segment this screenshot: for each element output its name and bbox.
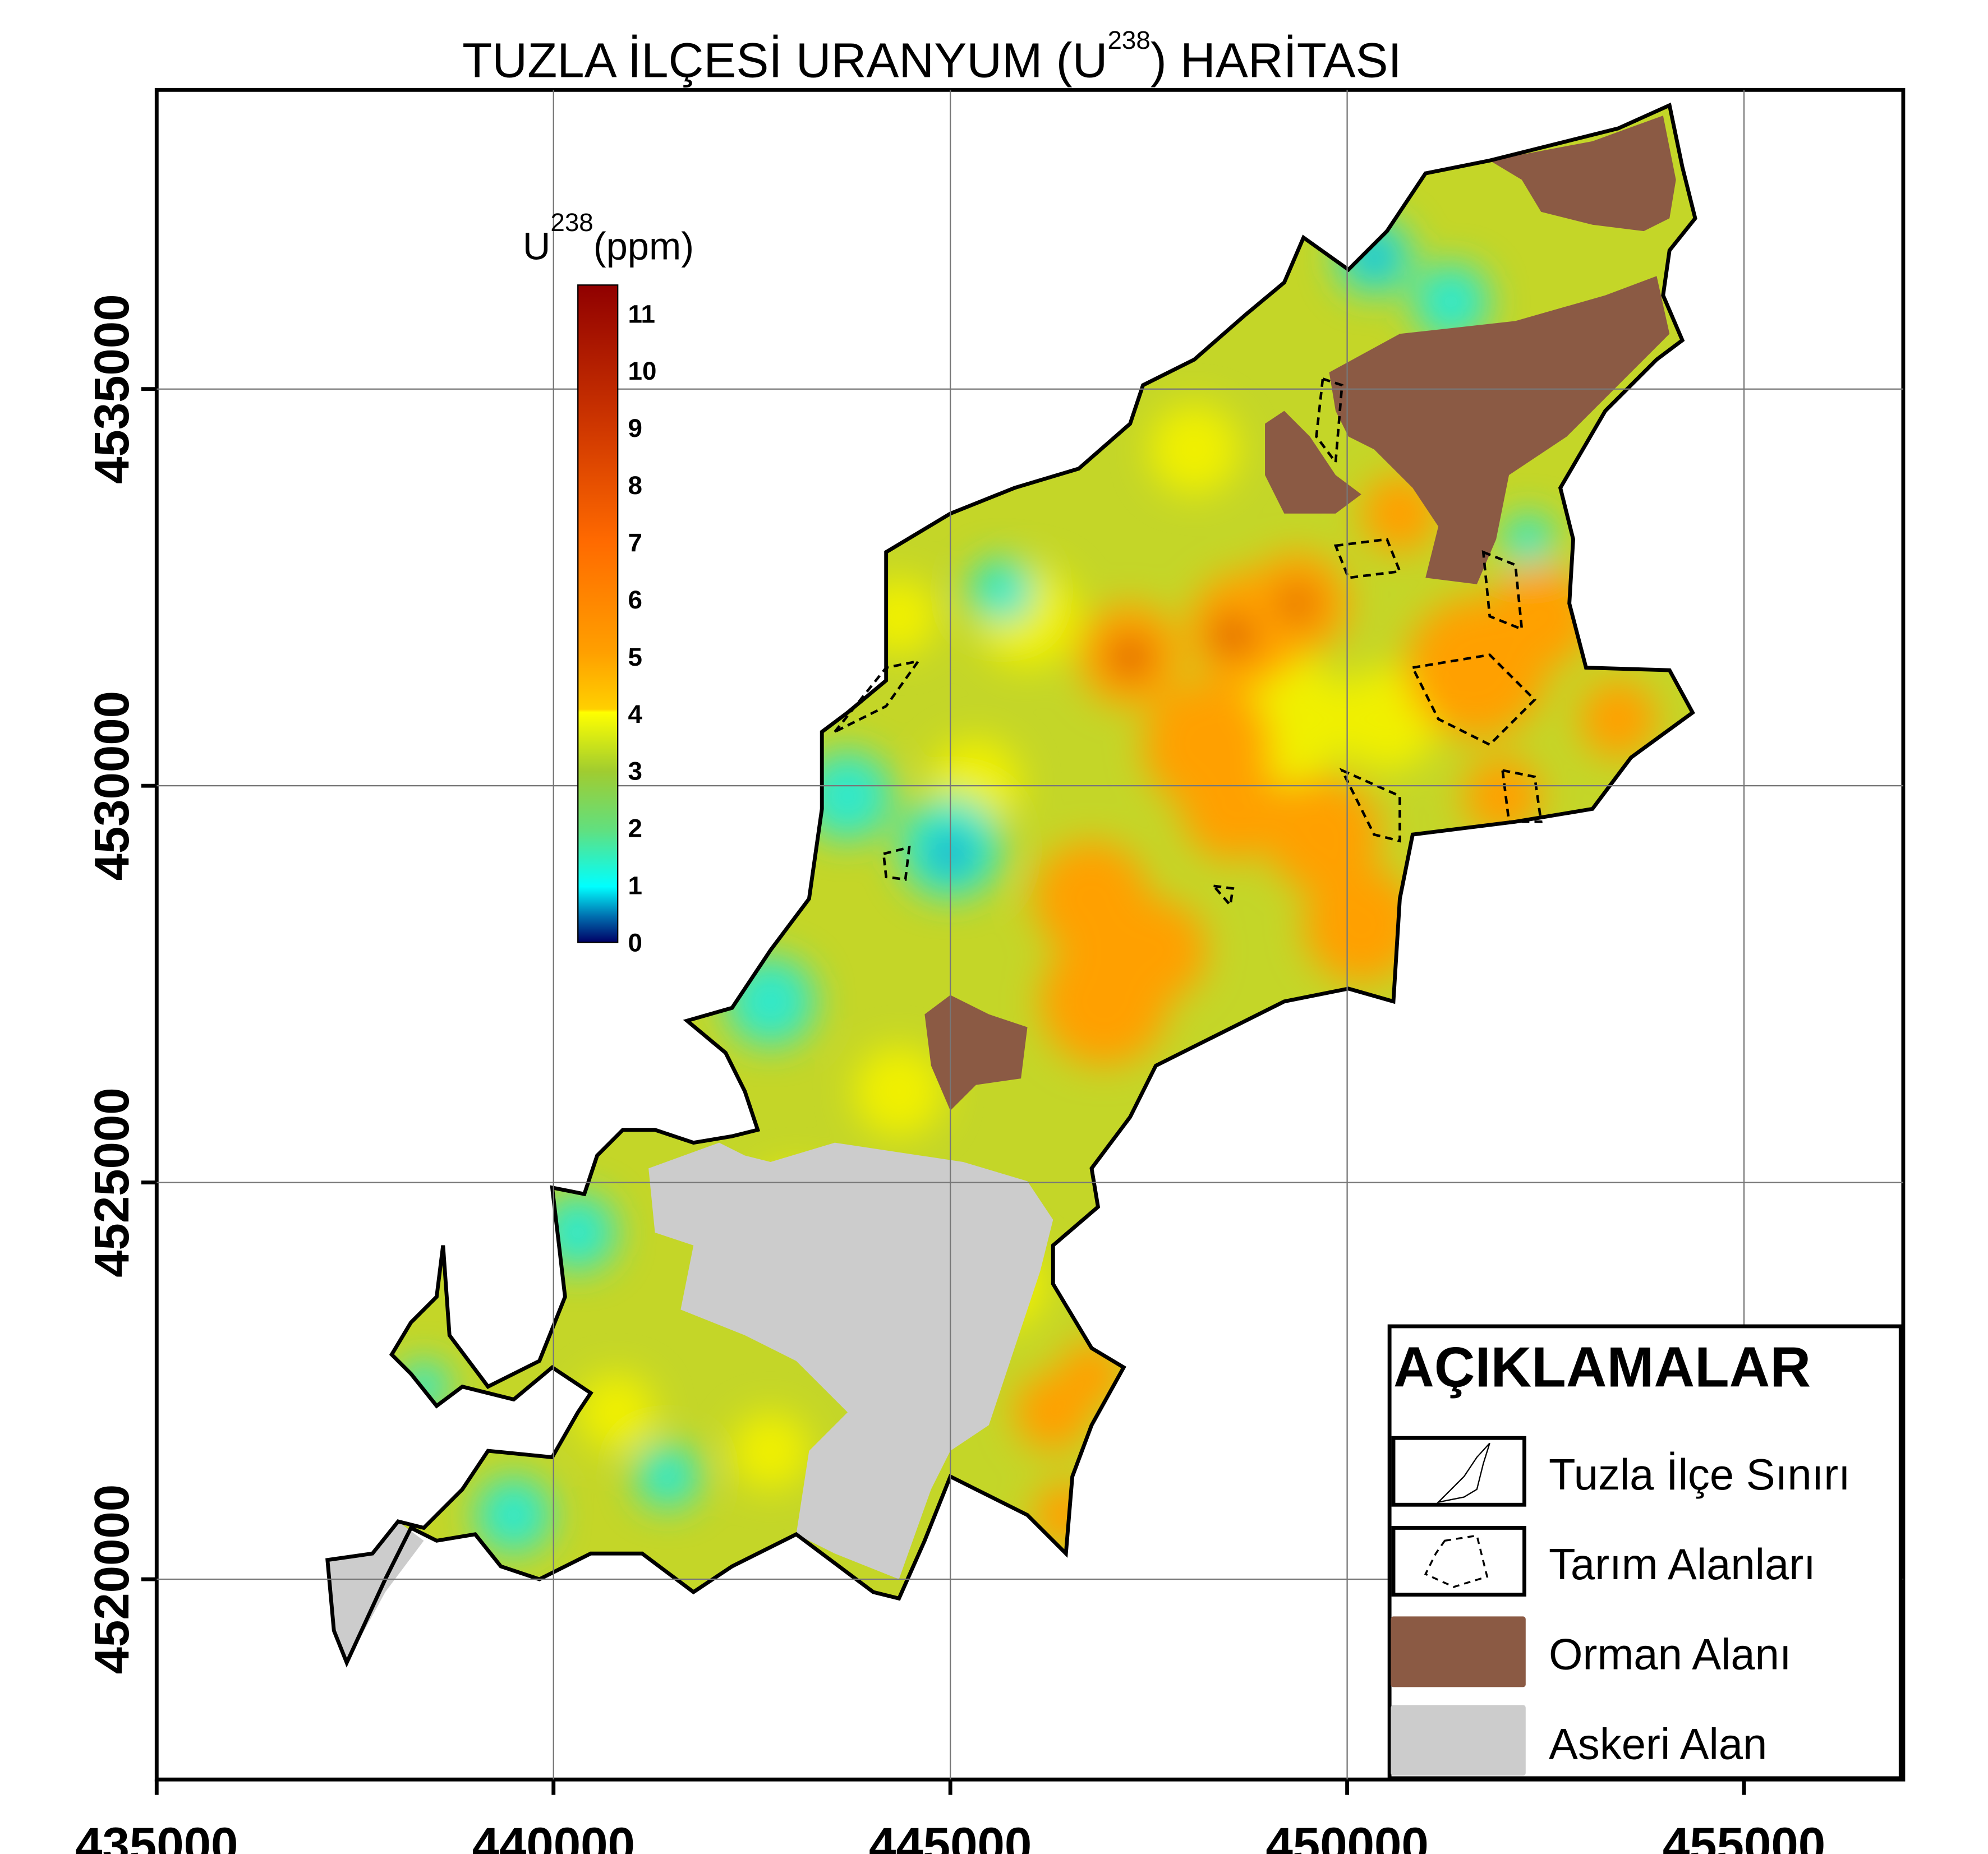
agricultural-area: [882, 846, 911, 881]
concentration-blob: [636, 1444, 700, 1509]
svg-text:Tuzla İlçe Sınırı: Tuzla İlçe Sınırı: [1549, 1451, 1851, 1499]
svg-text:TUZLA İLÇESİ URANYUM (U238) HA: TUZLA İLÇESİ URANYUM (U238) HARİTASI: [462, 26, 1402, 87]
colorbar: U238(ppm) 0 1 2 3 4 5 6 7 8 9 10 11: [523, 208, 694, 957]
colorbar-tick-label: 5: [628, 643, 642, 671]
concentration-blob: [1149, 404, 1240, 495]
concentration-blob: [854, 1046, 944, 1137]
forest-area: [1329, 276, 1670, 584]
x-tick-label: 445000: [869, 1818, 1032, 1854]
concentration-blob: [1112, 639, 1148, 676]
colorbar-tick-label: 0: [628, 928, 642, 957]
forest-area: [1489, 116, 1676, 232]
legend-item-forest: Orman Alanı: [1391, 1616, 1792, 1687]
y-tick-label: 4520000: [85, 1484, 139, 1675]
y-tick-label: 4525000: [85, 1087, 139, 1277]
y-axis: 4535000 4530000 4525000 4520000: [85, 294, 157, 1674]
colorbar-tick-label: 9: [628, 414, 642, 442]
x-tick-label: 435000: [75, 1818, 238, 1854]
svg-text:Orman Alanı: Orman Alanı: [1549, 1630, 1792, 1678]
colorbar-tick-label: 8: [628, 471, 642, 500]
concentration-blob: [1502, 513, 1554, 565]
x-tick-label: 440000: [472, 1818, 635, 1854]
concentration-blob: [1303, 866, 1419, 983]
concentration-blob: [969, 558, 1034, 623]
military-area: [648, 1142, 1053, 1580]
colorbar-tick-label: 11: [628, 299, 655, 328]
agricultural-area: [834, 659, 922, 734]
concentration-blob: [1265, 777, 1381, 893]
y-tick-label: 4530000: [85, 691, 139, 881]
concentration-blob: [802, 751, 893, 841]
map-title: TUZLA İLÇESİ URANYUM (U238) HARİTASI: [462, 26, 1402, 87]
concentration-blob: [475, 1476, 553, 1554]
concentration-blob: [731, 1412, 809, 1489]
legend-title: AÇIKLAMALAR: [1393, 1336, 1811, 1399]
concentration-blob: [578, 1373, 655, 1451]
concentration-blob: [1579, 680, 1657, 758]
colorbar-tick-label: 4: [628, 700, 643, 728]
legend-item-military: Askeri Alan: [1391, 1705, 1767, 1776]
colorbar-tick-label: 2: [628, 814, 642, 843]
concentration-blob: [1281, 588, 1313, 619]
agricultural-areas: [834, 377, 1543, 908]
svg-text:Askeri Alan: Askeri Alan: [1549, 1721, 1767, 1769]
agricultural-area: [1315, 377, 1343, 466]
legend-item-boundary: Tuzla İlçe Sınırı: [1391, 1436, 1851, 1507]
concentration-blob: [1464, 757, 1541, 835]
colorbar-ramp: [577, 284, 619, 943]
colorbar-tick-label: 10: [628, 357, 657, 385]
legend-item-agriculture: Tarım Alanları: [1391, 1526, 1816, 1597]
concentration-blob: [1214, 617, 1251, 654]
district-boundary: [325, 102, 1697, 1668]
concentration-blob: [1181, 757, 1285, 860]
concentration-blob: [1489, 565, 1593, 668]
concentration-blob: [1104, 898, 1208, 1002]
agricultural-area: [1501, 768, 1543, 823]
x-tick-label: 455000: [1663, 1818, 1825, 1854]
agricultural-area: [1410, 653, 1537, 746]
svg-text:Tarım Alanları: Tarım Alanları: [1549, 1541, 1816, 1589]
x-axis: 435000 440000 445000 450000 455000: [75, 1779, 1825, 1854]
svg-text:U238(ppm): U238(ppm): [523, 208, 694, 268]
forest-area: [1265, 411, 1361, 514]
colorbar-tick-label: 1: [628, 871, 642, 900]
concentration-blob: [1412, 263, 1490, 340]
agricultural-area: [1210, 884, 1235, 908]
colorbar-tick-label: 7: [628, 528, 642, 557]
colorbar-tick-label: 6: [628, 585, 642, 614]
y-tick-label: 4535000: [85, 294, 139, 484]
colorbar-tick-label: 3: [628, 757, 642, 786]
agricultural-area: [1339, 768, 1401, 843]
agricultural-area: [1481, 550, 1524, 631]
legend: AÇIKLAMALAR Tuzla İlçe Sınırı Tarım Alan…: [1387, 1324, 1903, 1781]
x-tick-label: 450000: [1265, 1818, 1428, 1854]
